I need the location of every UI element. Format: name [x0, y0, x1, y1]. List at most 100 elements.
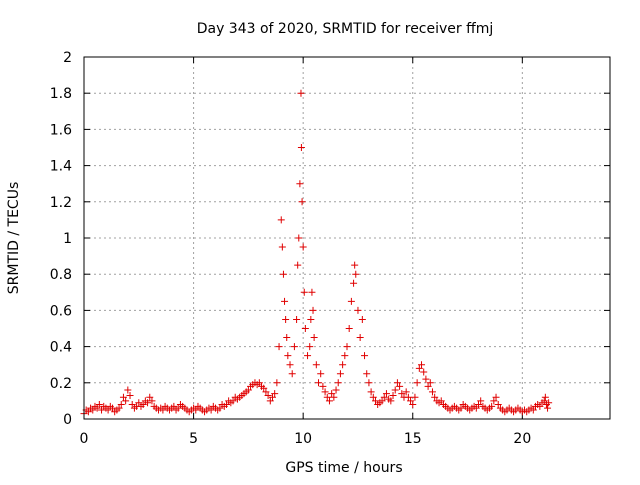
data-point — [398, 390, 406, 398]
data-point — [544, 404, 552, 412]
data-point — [286, 361, 294, 369]
data-point — [339, 361, 347, 369]
data-point — [95, 401, 103, 409]
x-tick-label: 10 — [294, 431, 312, 447]
data-point — [284, 352, 292, 360]
y-tick-label: 0.4 — [50, 340, 72, 356]
data-point — [396, 382, 404, 390]
data-point — [216, 404, 224, 412]
data-point — [266, 397, 274, 405]
data-point — [402, 388, 410, 396]
data-point — [407, 397, 415, 405]
data-point — [290, 343, 298, 351]
data-point — [325, 397, 333, 405]
data-point — [104, 406, 112, 414]
data-point — [415, 364, 423, 372]
data-point — [475, 401, 482, 409]
data-point — [492, 393, 500, 401]
data-point — [271, 390, 279, 398]
data-point — [146, 393, 154, 401]
y-tick-label: 1.2 — [50, 195, 72, 211]
data-point — [411, 393, 419, 401]
data-point — [350, 279, 358, 287]
data-point — [288, 370, 296, 378]
data-point — [282, 315, 290, 323]
data-point — [222, 401, 230, 409]
y-tick-label: 1.6 — [50, 122, 72, 138]
data-point — [89, 406, 97, 414]
data-point — [229, 397, 237, 405]
axis-ticks — [83, 56, 610, 420]
data-point — [297, 144, 305, 151]
data-point — [119, 393, 127, 401]
data-point — [389, 391, 397, 399]
data-point — [391, 386, 399, 394]
data-point — [404, 393, 412, 401]
x-tick-label: 5 — [189, 431, 198, 447]
data-point — [304, 352, 312, 360]
data-point — [323, 393, 331, 401]
data-point — [387, 397, 395, 405]
data-point — [382, 390, 390, 398]
y-tick-label: 0 — [63, 412, 72, 428]
data-point — [139, 401, 147, 409]
data-point — [278, 243, 286, 251]
data-point — [144, 399, 152, 407]
data-point — [309, 306, 317, 314]
data-point — [283, 334, 291, 342]
chart-title: Day 343 of 2020, SRMTID for receiver ffm… — [197, 21, 494, 37]
data-point — [295, 234, 303, 242]
data-point — [426, 379, 434, 387]
data-point — [93, 404, 101, 412]
data-point — [300, 288, 308, 296]
data-point — [352, 270, 360, 278]
data-point — [488, 402, 496, 410]
data-point — [255, 379, 263, 387]
data-point — [490, 397, 498, 405]
data-point — [124, 386, 132, 394]
data-point — [207, 406, 215, 414]
data-point — [281, 297, 289, 305]
data-point — [330, 393, 338, 401]
data-point — [275, 343, 283, 351]
x-tick-label: 0 — [80, 431, 89, 447]
data-point — [294, 261, 302, 269]
data-point — [108, 404, 116, 412]
data-point — [378, 397, 386, 405]
data-point — [422, 375, 430, 383]
y-tick-label: 1.8 — [50, 86, 72, 102]
data-point — [358, 315, 366, 323]
data-point — [541, 393, 549, 401]
data-point — [315, 379, 323, 387]
data-point — [409, 401, 417, 409]
data-point — [268, 393, 276, 401]
data-point — [122, 397, 130, 405]
data-point — [98, 406, 106, 414]
data-point — [347, 297, 355, 305]
data-point — [536, 402, 544, 410]
data-point — [424, 382, 432, 390]
data-point — [418, 361, 426, 369]
data-point — [334, 379, 342, 387]
y-tick-label: 0.6 — [50, 303, 72, 319]
data-point — [192, 406, 200, 414]
data-point — [380, 393, 388, 401]
data-point — [477, 397, 485, 405]
y-tick-label: 1 — [63, 231, 72, 247]
data-point — [351, 261, 359, 269]
data-point — [279, 270, 287, 278]
data-point — [307, 315, 315, 323]
data-point — [115, 404, 123, 412]
data-point — [336, 370, 344, 378]
data-point — [345, 325, 353, 332]
data-point — [293, 315, 301, 323]
data-point — [361, 352, 369, 360]
y-tick-label: 0.8 — [50, 267, 72, 283]
data-point — [312, 361, 320, 369]
data-point — [354, 306, 362, 314]
data-point — [319, 382, 327, 390]
data-point — [264, 391, 272, 399]
data-point — [317, 370, 325, 378]
data-point — [148, 397, 156, 405]
